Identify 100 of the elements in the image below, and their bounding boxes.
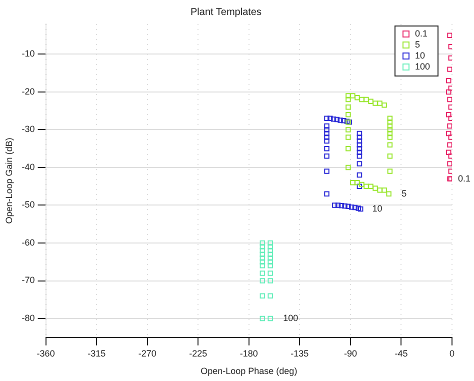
point bbox=[324, 191, 330, 197]
point bbox=[446, 130, 452, 136]
point bbox=[382, 188, 387, 193]
annotation: 10 bbox=[372, 204, 382, 214]
point bbox=[348, 204, 354, 210]
y-tick-label: -30 bbox=[22, 124, 35, 134]
y-tick-label: -10 bbox=[22, 48, 35, 59]
point bbox=[260, 293, 266, 298]
x-tick-label: -45 bbox=[394, 348, 408, 358]
y-axis-title: Open-Loop Gain (dB) bbox=[4, 138, 14, 224]
point bbox=[334, 116, 340, 122]
point bbox=[346, 96, 351, 102]
point bbox=[387, 154, 393, 159]
x-tick-label: -270 bbox=[138, 348, 156, 358]
point bbox=[382, 102, 387, 108]
point bbox=[356, 142, 362, 148]
point bbox=[368, 98, 374, 104]
legend-label: 100 bbox=[414, 61, 430, 72]
point bbox=[268, 252, 273, 257]
x-tick-label: -90 bbox=[344, 348, 357, 358]
point bbox=[260, 259, 266, 265]
point bbox=[350, 180, 356, 186]
point bbox=[356, 130, 362, 136]
point bbox=[387, 123, 393, 129]
point bbox=[447, 123, 452, 129]
point bbox=[447, 32, 452, 38]
point bbox=[356, 154, 362, 159]
x-tick-label: -360 bbox=[36, 348, 55, 358]
point bbox=[346, 104, 351, 110]
point bbox=[377, 188, 382, 193]
point bbox=[324, 134, 330, 140]
point bbox=[354, 180, 360, 186]
point bbox=[324, 127, 330, 132]
legend-label: 10 bbox=[414, 50, 425, 60]
y-tick-label: -20 bbox=[22, 86, 35, 96]
point bbox=[387, 142, 393, 148]
point bbox=[330, 116, 336, 122]
point bbox=[352, 204, 358, 210]
annotation: 100 bbox=[283, 313, 298, 324]
point bbox=[268, 263, 273, 268]
point bbox=[260, 263, 266, 268]
chart-title: Plant Templates bbox=[190, 6, 262, 18]
point bbox=[386, 191, 392, 197]
point bbox=[387, 127, 393, 132]
point bbox=[260, 240, 266, 246]
point bbox=[324, 154, 330, 159]
point bbox=[359, 96, 364, 102]
point bbox=[356, 206, 361, 211]
point bbox=[260, 255, 266, 261]
point bbox=[260, 278, 266, 284]
point bbox=[446, 89, 452, 95]
point bbox=[324, 146, 330, 152]
x-tick-label: -315 bbox=[88, 348, 106, 358]
point bbox=[328, 116, 333, 122]
point bbox=[364, 96, 369, 102]
point bbox=[260, 244, 266, 250]
point bbox=[324, 168, 330, 174]
point bbox=[346, 93, 351, 98]
point bbox=[448, 44, 452, 50]
y-tick-label: -40 bbox=[22, 162, 35, 172]
x-tick-label: -180 bbox=[240, 348, 258, 358]
point bbox=[346, 127, 351, 132]
point bbox=[346, 112, 351, 118]
point bbox=[356, 161, 362, 166]
point bbox=[387, 130, 393, 136]
point bbox=[387, 134, 393, 140]
point bbox=[346, 164, 351, 170]
y-tick-label: -50 bbox=[22, 200, 35, 210]
point bbox=[260, 252, 266, 257]
point bbox=[447, 161, 452, 166]
point bbox=[356, 150, 362, 155]
point bbox=[268, 259, 273, 265]
point bbox=[387, 116, 393, 122]
point bbox=[260, 248, 266, 254]
point bbox=[268, 248, 273, 254]
point bbox=[338, 118, 343, 123]
point bbox=[268, 293, 273, 298]
point bbox=[342, 203, 348, 209]
point bbox=[364, 184, 369, 189]
point bbox=[356, 184, 362, 189]
point bbox=[448, 86, 452, 91]
annotation: 5 bbox=[402, 188, 407, 198]
y-tick-label: -60 bbox=[22, 237, 35, 248]
point bbox=[368, 184, 374, 189]
point bbox=[268, 244, 273, 250]
point bbox=[446, 78, 452, 84]
point bbox=[387, 168, 393, 174]
legend-label: 5 bbox=[414, 39, 420, 50]
point bbox=[268, 270, 273, 276]
point bbox=[356, 146, 362, 152]
point bbox=[346, 146, 351, 152]
point bbox=[372, 100, 378, 106]
point bbox=[356, 134, 362, 140]
point bbox=[324, 138, 330, 144]
point bbox=[324, 123, 330, 129]
point bbox=[268, 278, 273, 284]
point bbox=[268, 240, 273, 246]
point bbox=[350, 93, 356, 98]
point bbox=[448, 168, 452, 174]
legend-label: 0.1 bbox=[414, 28, 428, 38]
